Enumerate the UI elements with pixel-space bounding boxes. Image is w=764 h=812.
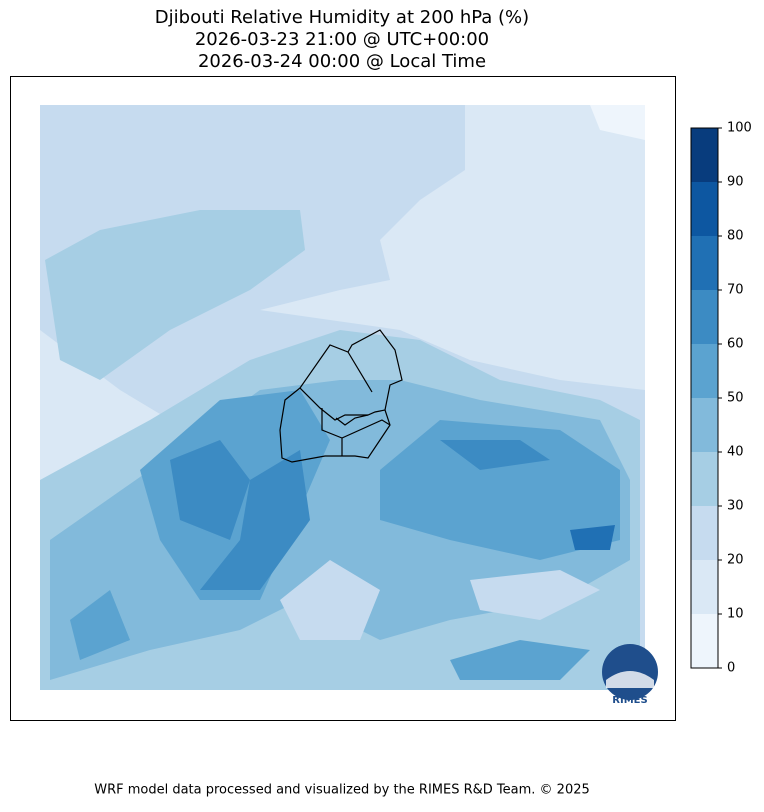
tick-label: 100: [727, 121, 752, 136]
contour: [280, 560, 380, 640]
region-border: [321, 351, 391, 456]
logo-wave: [606, 671, 654, 688]
title-line: Djibouti Relative Humidity at 200 hPa (%…: [155, 7, 529, 28]
tick-label: 80: [727, 229, 744, 244]
contour: [440, 440, 550, 470]
tick-label: 40: [727, 445, 744, 460]
tick-label: 70: [727, 283, 744, 298]
contour: [470, 570, 600, 620]
tick-label: 10: [727, 607, 744, 622]
colorbar-segment: [691, 344, 718, 398]
colorbar-segment: [691, 128, 718, 182]
tick-label: 20: [727, 553, 744, 568]
tick-label: 0: [727, 661, 735, 676]
colorbar-segment: [691, 452, 718, 506]
contour: [70, 590, 130, 660]
colorbar-segment: [691, 182, 718, 236]
contour: [590, 105, 645, 140]
title-line: 2026-03-23 21:00 @ UTC+00:00: [195, 29, 489, 50]
colorbar-segment: [691, 614, 718, 668]
tick-label: 90: [727, 175, 744, 190]
contour: [260, 105, 645, 390]
colorbar: 0 10 20 30 40 50 60 70 80 90 100: [690, 121, 752, 676]
contour: [170, 440, 250, 540]
logo-text: RIMES: [612, 695, 647, 706]
colorbar-segment: [691, 236, 718, 290]
colorbar-segment: [691, 398, 718, 452]
map: [40, 105, 645, 690]
colorbar-segment: [691, 506, 718, 560]
title-line: 2026-03-24 00:00 @ Local Time: [198, 51, 486, 72]
contour: [200, 450, 310, 590]
country-border: [279, 387, 391, 463]
contour: [380, 420, 620, 560]
contour: [450, 640, 590, 680]
footer: WRF model data processed and visualized …: [94, 783, 590, 798]
tick-label: 30: [727, 499, 744, 514]
tick-label: 50: [727, 391, 744, 406]
contour: [45, 210, 305, 380]
country-border: [299, 329, 403, 421]
contour: [570, 525, 615, 550]
colorbar-segment: [691, 560, 718, 614]
colorbar-segment: [691, 290, 718, 344]
tick-label: 60: [727, 337, 744, 352]
